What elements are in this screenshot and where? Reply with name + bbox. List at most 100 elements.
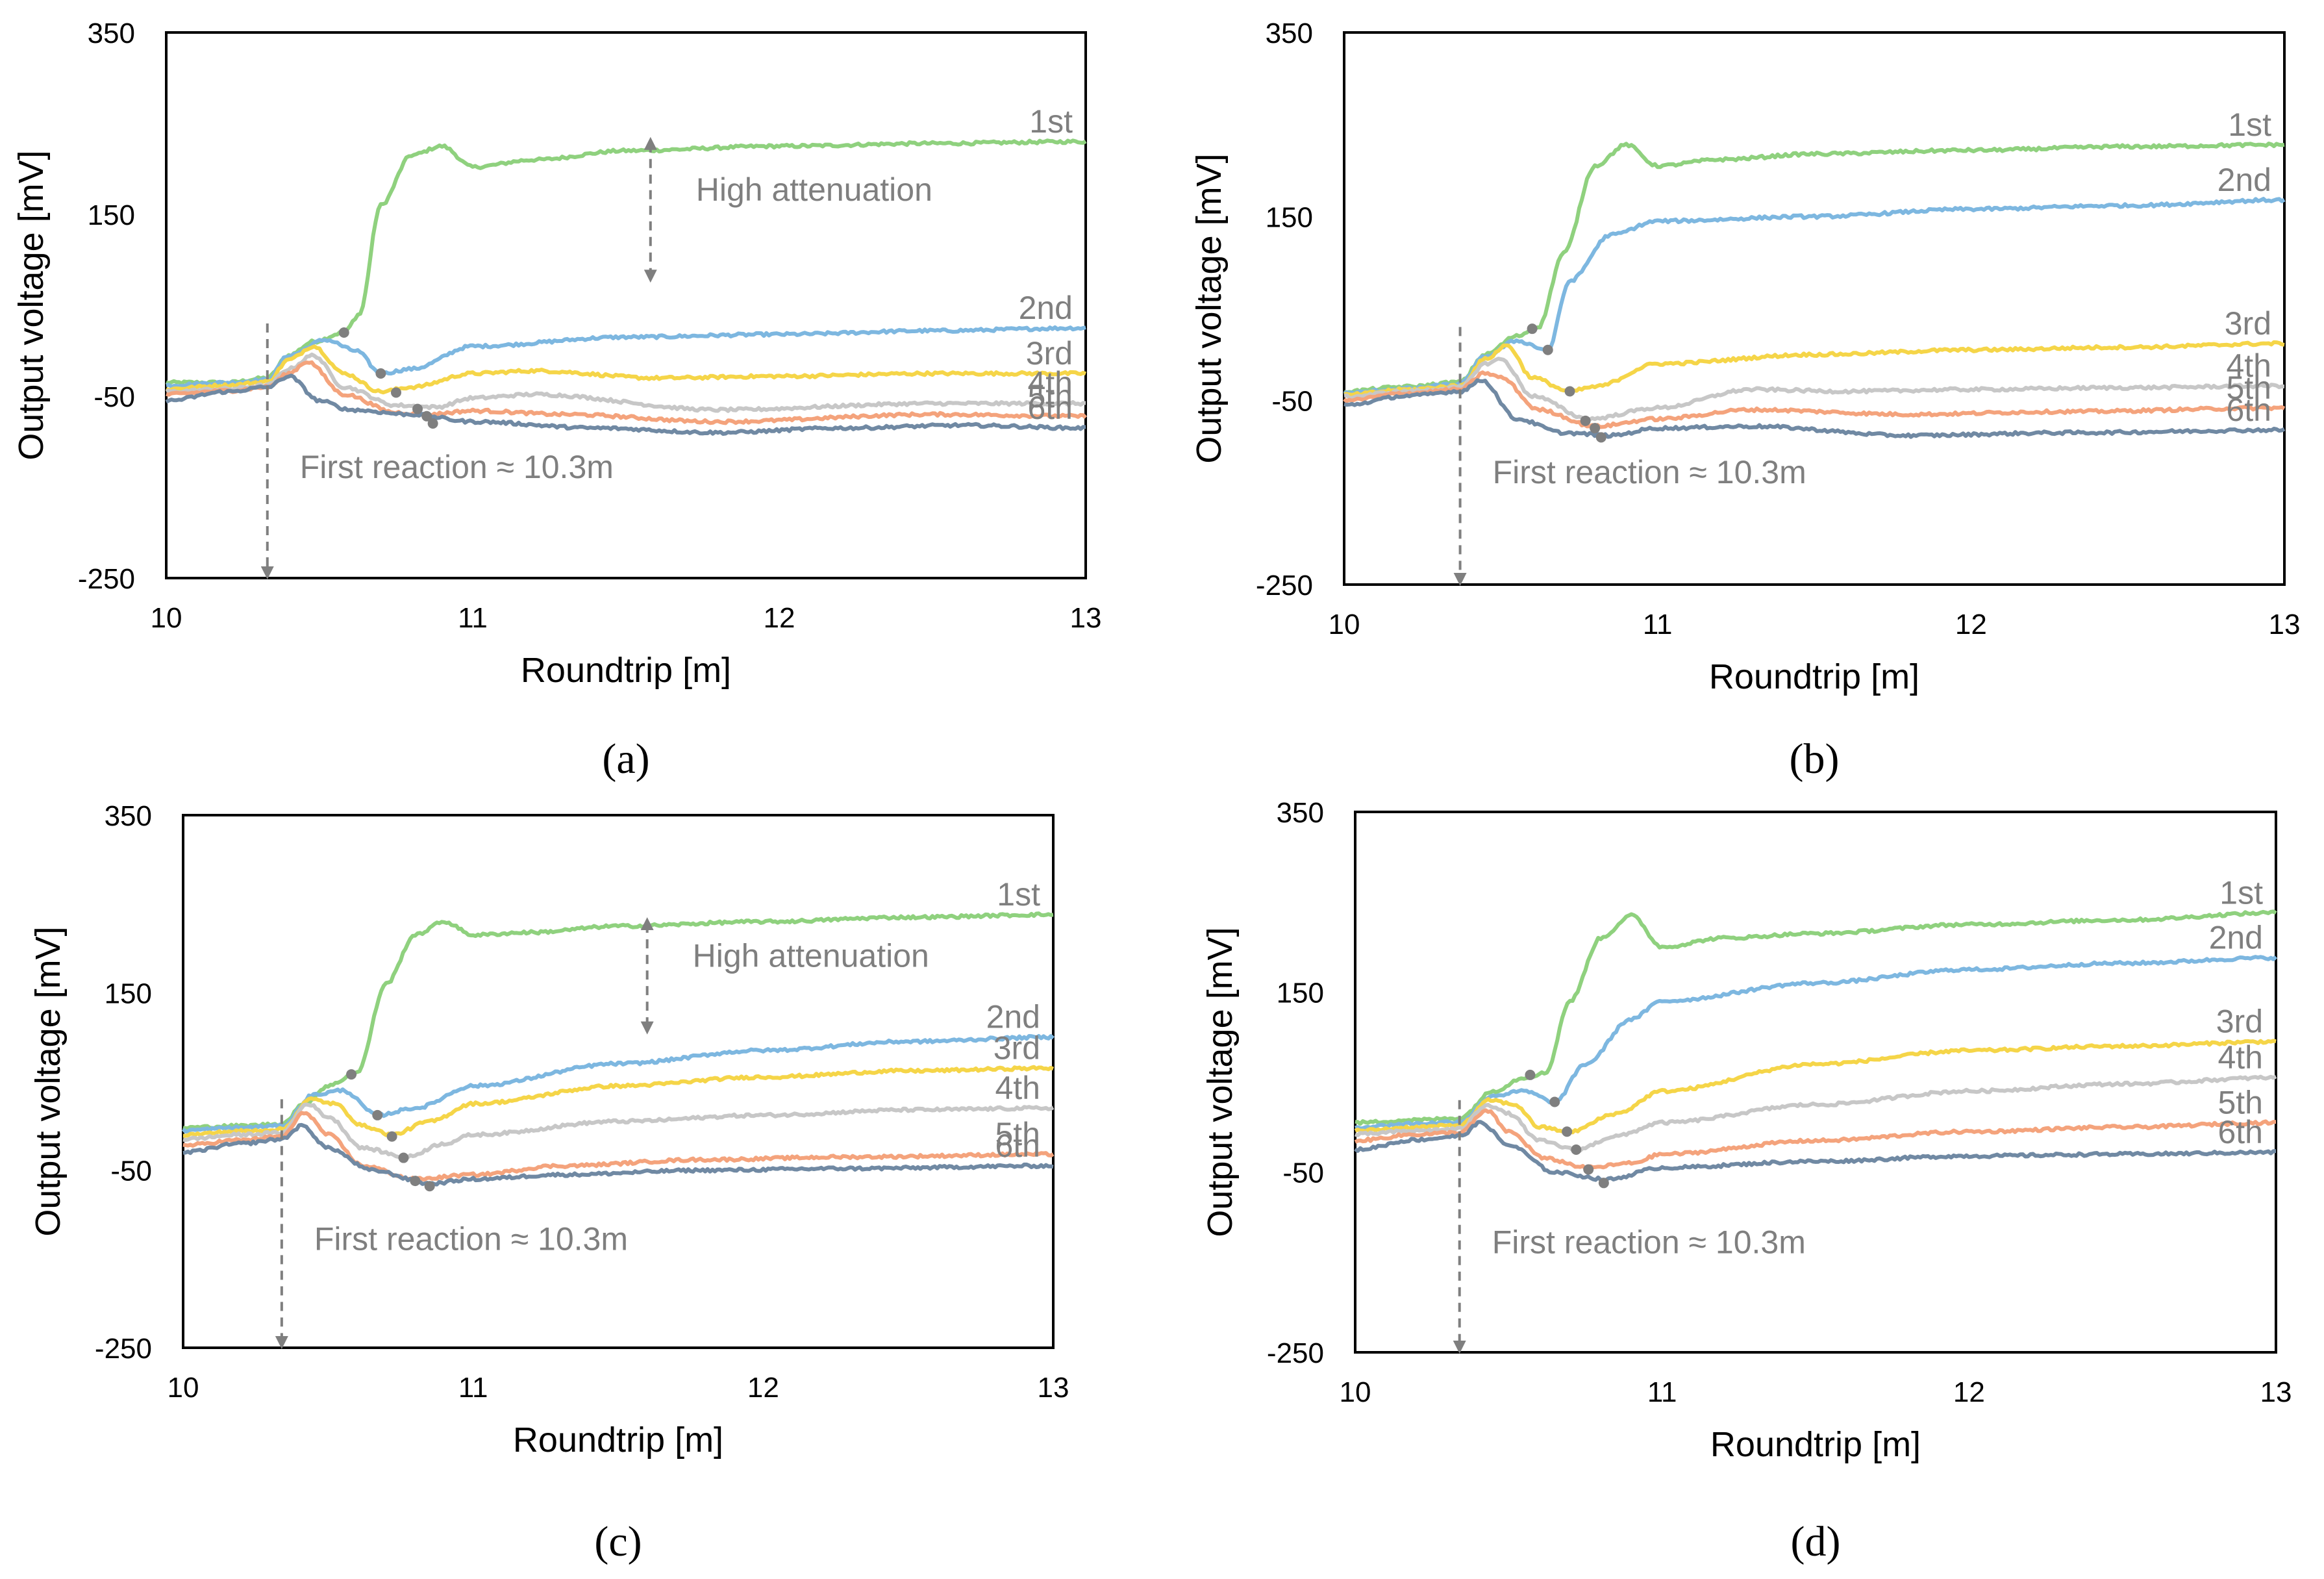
inflection-marker-a-6th	[427, 418, 438, 429]
inflection-marker-c-6th	[424, 1181, 435, 1192]
x-tick-b-1: 11	[1643, 609, 1673, 640]
y-tick-d-2: 150	[1277, 977, 1324, 1009]
inflection-markers-b	[1527, 323, 1606, 443]
series-label-a-3rd: 3rd	[1026, 335, 1073, 372]
y-tick-labels-c: -250 -50 150 350	[95, 800, 152, 1365]
series-label-d-1st: 1st	[2219, 874, 2263, 911]
series-line-c-1st	[182, 911, 1054, 1130]
inflection-marker-b-4th	[1580, 415, 1591, 426]
series-line-d-3rd	[1354, 1039, 2277, 1135]
y-tick-c-0: -250	[95, 1333, 152, 1365]
inflection-marker-a-3rd	[391, 387, 401, 398]
y-tick-a-0: -250	[78, 563, 135, 595]
inflection-marker-d-2nd	[1549, 1096, 1560, 1107]
y-tick-c-3: 350	[105, 800, 152, 832]
series-label-d-4th: 4th	[2218, 1039, 2263, 1076]
inflection-marker-d-6th	[1598, 1178, 1609, 1189]
first-reaction-annotation-c: First reaction ≈ 10.3m	[314, 1221, 628, 1257]
panel-caption-a: (a)	[602, 735, 649, 783]
series-label-d-3rd: 3rd	[2216, 1004, 2263, 1040]
series-label-b-2nd: 2nd	[2218, 162, 2271, 198]
inflection-marker-a-4th	[412, 403, 423, 414]
y-axis-title-b: Output voltage [mV]	[1190, 153, 1229, 463]
inflection-marker-d-4th	[1571, 1144, 1582, 1155]
series-line-b-3rd	[1343, 340, 2285, 397]
panel-b: -250 -50 150 350 10 11 12 13 Roundtrip [m] Out…	[1190, 18, 2300, 783]
series-line-c-3rd	[182, 1065, 1055, 1138]
x-tick-labels-b: 10 11 12 13	[1329, 609, 2301, 640]
series-label-d-2nd: 2nd	[2209, 920, 2263, 956]
x-tick-a-3: 13	[1070, 602, 1102, 634]
x-tick-a-2: 12	[764, 602, 795, 634]
series-lines-d	[1354, 909, 2278, 1182]
plot-area-a	[165, 31, 1087, 579]
series-lines-b	[1343, 142, 2286, 439]
panel-a: -250 -50 150 350 10 11 12 13 Roundtrip [m] Out…	[12, 18, 1101, 783]
series-line-c-2nd	[181, 1034, 1055, 1134]
series-line-b-6th	[1343, 378, 2286, 439]
series-line-b-4th	[1343, 357, 2285, 422]
y-tick-d-3: 350	[1277, 797, 1324, 829]
series-label-b-6th: 6th	[2226, 392, 2271, 428]
panel-caption-d: (d)	[1791, 1518, 1841, 1565]
x-tick-a-1: 11	[458, 602, 488, 634]
x-tick-d-1: 11	[1647, 1376, 1677, 1408]
inflection-marker-a-1st	[338, 327, 349, 338]
inflection-marker-c-2nd	[372, 1109, 383, 1120]
inflection-marker-a-2nd	[375, 368, 386, 379]
series-line-c-5th	[182, 1111, 1055, 1182]
x-tick-c-1: 11	[458, 1372, 488, 1404]
panel-caption-c: (c)	[594, 1518, 642, 1565]
x-tick-c-2: 12	[747, 1372, 779, 1404]
y-tick-labels-d: -250 -50 150 350	[1267, 797, 1324, 1369]
series-label-c-1st: 1st	[997, 876, 1040, 913]
inflection-marker-a-5th	[421, 411, 432, 422]
series-label-c-6th: 6th	[995, 1128, 1040, 1164]
inflection-marker-c-4th	[398, 1152, 409, 1163]
inflection-marker-d-5th	[1583, 1164, 1594, 1175]
series-label-c-4th: 4th	[995, 1070, 1040, 1106]
series-line-d-1st	[1355, 909, 2277, 1126]
series-label-d-5th: 5th	[2218, 1084, 2263, 1120]
inflection-markers-a	[338, 327, 438, 429]
plot-area-d	[1354, 811, 2277, 1354]
series-line-a-6th	[165, 373, 1086, 436]
inflection-marker-b-2nd	[1542, 344, 1553, 355]
y-tick-labels-b: -250 -50 150 350	[1256, 18, 1313, 601]
x-tick-c-3: 13	[1038, 1372, 1069, 1404]
x-tick-labels-a: 10 11 12 13	[151, 602, 1102, 634]
x-tick-d-0: 10	[1340, 1376, 1371, 1408]
x-tick-c-0: 10	[168, 1372, 199, 1404]
series-label-b-1st: 1st	[2228, 107, 2271, 143]
x-tick-labels-d: 10 11 12 13	[1340, 1376, 2292, 1408]
series-line-a-5th	[166, 360, 1088, 425]
series-line-c-4th	[182, 1102, 1055, 1159]
y-tick-d-1: -50	[1282, 1157, 1324, 1189]
x-tick-d-3: 13	[2260, 1376, 2292, 1408]
inflection-marker-b-5th	[1590, 423, 1601, 434]
y-axis-title-d: Output voltage [mV]	[1201, 927, 1240, 1237]
series-label-a-2nd: 2nd	[1019, 290, 1073, 326]
series-label-b-3rd: 3rd	[2225, 305, 2271, 342]
series-label-d-6th: 6th	[2218, 1114, 2263, 1150]
y-tick-a-1: -50	[94, 381, 135, 413]
x-axis-title-d: Roundtrip [m]	[1710, 1425, 1921, 1464]
high-attenuation-annotation-c: High attenuation	[693, 938, 929, 974]
series-label-b-4th: 4th	[2226, 347, 2271, 384]
first-reaction-annotation-b: First reaction ≈ 10.3m	[1493, 454, 1806, 490]
x-axis-title-b: Roundtrip [m]	[1709, 657, 1919, 696]
inflection-marker-b-1st	[1527, 323, 1538, 335]
inflection-marker-b-3rd	[1564, 386, 1575, 397]
y-tick-labels-a: -250 -50 150 350	[78, 18, 135, 595]
x-tick-b-3: 13	[2269, 609, 2301, 640]
series-line-d-4th	[1354, 1074, 2277, 1153]
inflection-marker-c-3rd	[386, 1131, 397, 1142]
series-line-d-6th	[1354, 1120, 2277, 1182]
x-axis-title-a: Roundtrip [m]	[521, 651, 731, 690]
series-label-a-4th: 4th	[1027, 365, 1073, 401]
y-tick-b-1: -50	[1271, 386, 1313, 418]
